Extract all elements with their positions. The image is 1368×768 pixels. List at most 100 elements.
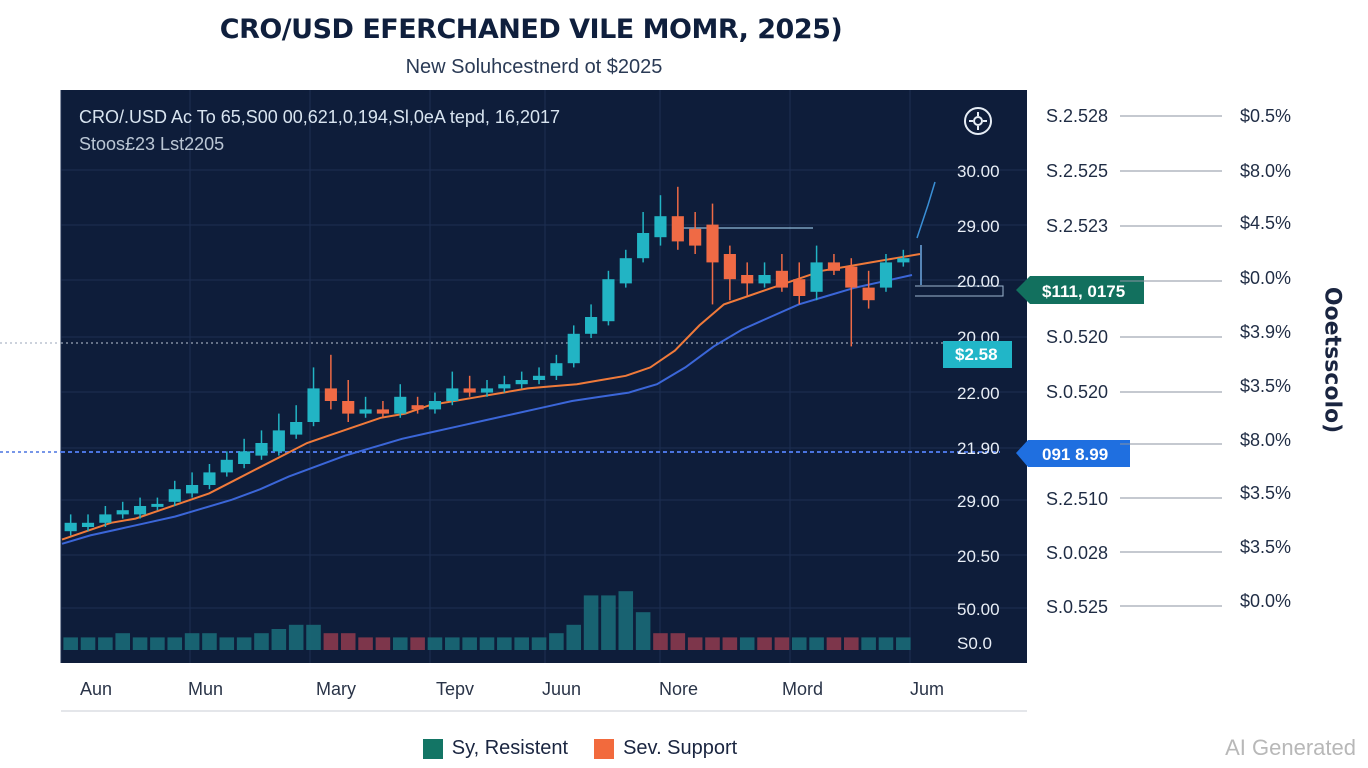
candle bbox=[723, 245, 736, 301]
legend-item-support[interactable]: Sev. Support bbox=[594, 737, 737, 760]
volume-bar bbox=[739, 637, 755, 650]
volume-bar bbox=[705, 637, 720, 650]
candle bbox=[376, 401, 389, 418]
volume-bar bbox=[479, 637, 495, 650]
candle-body bbox=[602, 279, 615, 322]
volume-bar bbox=[115, 633, 130, 650]
volume-bar bbox=[653, 633, 668, 650]
volume-bar bbox=[202, 633, 217, 650]
volume-bar bbox=[670, 633, 686, 650]
candle bbox=[532, 367, 546, 385]
candle bbox=[654, 195, 667, 246]
candle-body bbox=[654, 216, 667, 238]
right-axis-value: S.2.510 bbox=[1046, 489, 1108, 509]
candle-body bbox=[133, 506, 147, 515]
legend: Sy, Resistent Sev. Support bbox=[0, 737, 1160, 760]
price-badge-upper: $111, 0175 bbox=[1016, 276, 1144, 304]
candle-body bbox=[220, 459, 233, 473]
candle bbox=[64, 514, 77, 536]
candle-body bbox=[619, 258, 632, 284]
y-tick-label: S0.0 bbox=[957, 634, 992, 653]
candle bbox=[255, 430, 268, 460]
candle-body bbox=[741, 275, 754, 284]
candle-body bbox=[637, 233, 650, 259]
right-axis-row: S.0.525 bbox=[1046, 597, 1222, 617]
x-tick-label: Mun bbox=[188, 679, 223, 699]
candle bbox=[446, 371, 459, 406]
legend-item-resistance[interactable]: Sy, Resistent bbox=[422, 737, 568, 760]
candle-body bbox=[845, 266, 858, 288]
volume-bar bbox=[531, 637, 547, 650]
candle bbox=[324, 354, 337, 410]
volume-bar bbox=[635, 612, 651, 650]
volume-bar bbox=[271, 629, 287, 650]
candle-body bbox=[307, 388, 320, 422]
candle bbox=[99, 506, 112, 527]
candle-body bbox=[324, 388, 337, 401]
volume-bar bbox=[392, 637, 408, 650]
candle bbox=[186, 472, 199, 498]
candle-body bbox=[827, 262, 841, 271]
candles bbox=[64, 186, 910, 536]
candle bbox=[428, 392, 442, 414]
candle bbox=[463, 375, 476, 397]
volume-bar bbox=[445, 637, 460, 650]
right-axis-value: S.0.028 bbox=[1046, 543, 1108, 563]
candle-body bbox=[342, 401, 355, 414]
candle bbox=[151, 497, 164, 511]
grid-lines bbox=[60, 90, 1027, 663]
price-badge-upper-text: $111, 0175 bbox=[1042, 282, 1125, 301]
settings-icon[interactable] bbox=[964, 107, 992, 135]
candle bbox=[238, 438, 251, 469]
candle bbox=[480, 380, 494, 397]
candle bbox=[567, 325, 580, 368]
right-axis-row: S.2.528 bbox=[1046, 106, 1222, 126]
candle bbox=[342, 380, 355, 422]
candle bbox=[81, 514, 95, 532]
candle bbox=[810, 245, 823, 301]
volume-bar bbox=[791, 637, 807, 650]
candle bbox=[133, 497, 147, 519]
right-axis-value: S.2.523 bbox=[1046, 216, 1108, 236]
volume-bar bbox=[861, 637, 876, 650]
candle-body bbox=[116, 510, 129, 515]
y-tick-label: 21.90 bbox=[957, 439, 1000, 458]
candle-body bbox=[585, 317, 598, 334]
right-axis-value: S.0.520 bbox=[1046, 327, 1108, 347]
right-axis: S.2.528 S.2.525 S.2.523 S.0.520 S.0.520 … bbox=[1046, 106, 1291, 617]
candle-body bbox=[255, 443, 268, 456]
candle bbox=[827, 254, 841, 275]
x-tick-label: Juun bbox=[542, 679, 581, 699]
candle bbox=[775, 254, 788, 292]
candle bbox=[793, 262, 806, 305]
x-tick-label: Mary bbox=[316, 679, 356, 699]
chart-title: CRO/USD EFERCHANED VILE MOMR, 2025) bbox=[219, 14, 843, 45]
right-axis-row: S.0.520 bbox=[1046, 382, 1222, 402]
watermark: AI Generated bbox=[1225, 735, 1356, 760]
volume-bar bbox=[687, 637, 703, 650]
candle-body bbox=[480, 388, 494, 393]
candle bbox=[220, 451, 233, 477]
candle-body bbox=[446, 388, 459, 401]
right-axis-percent: $4.5% bbox=[1240, 213, 1291, 233]
volume-bar bbox=[323, 633, 339, 650]
volume-bar bbox=[514, 637, 529, 650]
current-price-box bbox=[915, 285, 1004, 297]
candle bbox=[637, 212, 650, 263]
volume-bar bbox=[844, 637, 859, 650]
candle-body bbox=[810, 262, 823, 292]
candle-body bbox=[394, 396, 407, 414]
candle-body bbox=[567, 333, 580, 364]
volume-bar bbox=[236, 637, 252, 650]
candle bbox=[359, 396, 372, 418]
candle-body bbox=[64, 522, 77, 532]
candle bbox=[619, 249, 632, 288]
right-axis-percent: $3.5% bbox=[1240, 483, 1291, 503]
volume-bar bbox=[549, 633, 564, 650]
price-badge-mid: $2.58 bbox=[943, 341, 1012, 368]
volume-bar bbox=[306, 624, 321, 650]
right-axis-percent: $3.5% bbox=[1240, 537, 1291, 557]
candle bbox=[550, 354, 563, 380]
volume-bar bbox=[358, 637, 373, 650]
y-tick-label: 20.00 bbox=[957, 272, 1000, 291]
